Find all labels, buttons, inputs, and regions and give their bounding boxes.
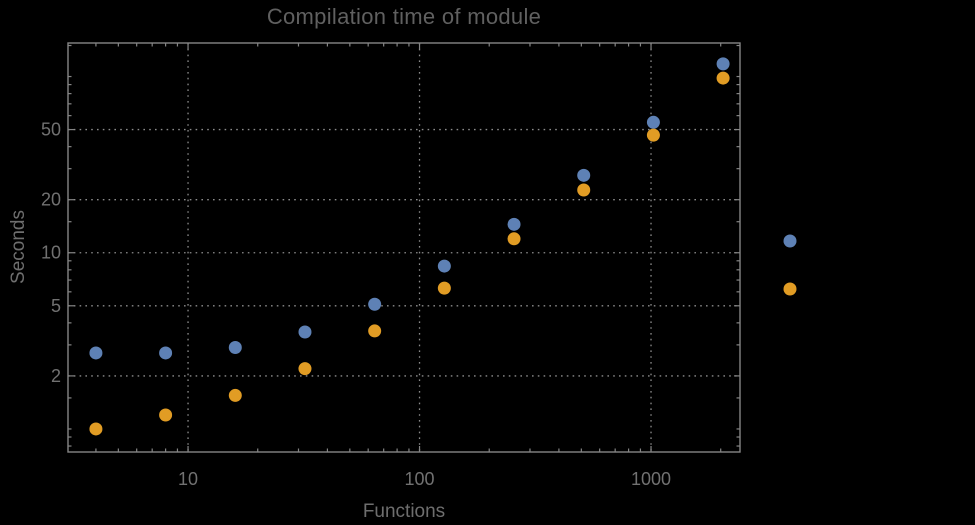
data-point-series-2 <box>716 71 730 85</box>
data-point-series-1 <box>507 217 521 231</box>
y-tick-label: 20 <box>41 190 61 210</box>
data-point-series-2 <box>298 362 312 376</box>
data-point-series-2 <box>159 408 173 422</box>
data-point-series-2 <box>368 324 382 338</box>
data-point-series-2 <box>437 281 451 295</box>
data-point-series-1 <box>159 346 173 360</box>
plot-frame <box>67 42 741 453</box>
y-tick-label: 2 <box>51 366 61 386</box>
data-point-series-1 <box>228 340 242 354</box>
y-tick-label: 50 <box>41 120 61 140</box>
x-axis-label: Functions <box>362 501 446 522</box>
legend-marker-series-1 <box>783 234 797 248</box>
data-point-series-1 <box>577 168 591 182</box>
data-point-series-2 <box>228 388 242 402</box>
y-tick-label: 10 <box>41 243 61 263</box>
x-tick-label: 10 <box>178 469 198 489</box>
data-point-series-1 <box>298 325 312 339</box>
data-point-series-2 <box>577 183 591 197</box>
data-point-series-2 <box>89 422 103 436</box>
data-point-series-1 <box>437 259 451 273</box>
y-tick-label: 5 <box>51 296 61 316</box>
x-tick-label: 100 <box>405 469 435 489</box>
legend-marker-series-2 <box>783 282 797 296</box>
data-point-series-1 <box>646 115 660 129</box>
data-point-series-1 <box>89 346 103 360</box>
x-tick-label: 1000 <box>631 469 671 489</box>
data-point-series-2 <box>507 232 521 246</box>
data-point-series-1 <box>368 297 382 311</box>
data-point-series-1 <box>716 57 730 71</box>
data-point-series-2 <box>646 128 660 142</box>
chart-title: Compilation time of module <box>266 4 542 29</box>
